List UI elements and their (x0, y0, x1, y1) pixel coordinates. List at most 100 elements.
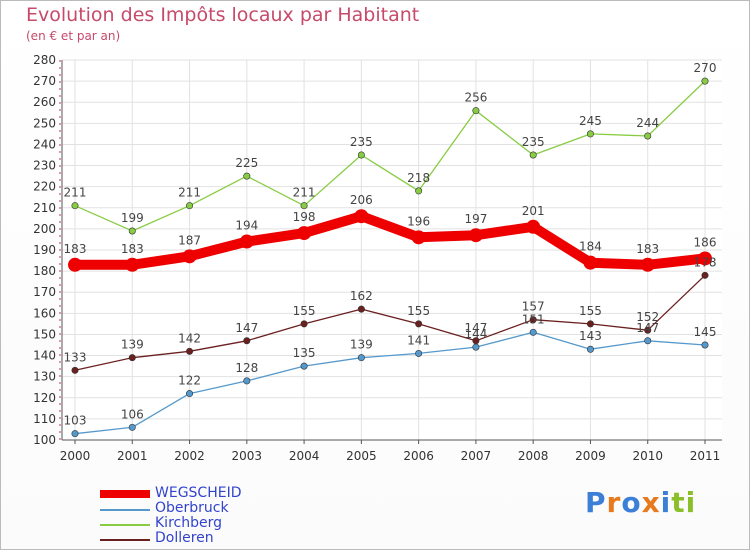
logo-letter: i (660, 486, 672, 519)
series-line-kirchberg (74, 80, 706, 232)
data-label-dolleren: 152 (636, 310, 659, 324)
x-tick-label: 2007 (461, 449, 492, 463)
legend-swatch (100, 524, 150, 526)
data-label-wegscheid: 183 (64, 242, 87, 256)
series-kirchberg (71, 77, 709, 235)
y-tick-label: 170 (33, 285, 56, 299)
y-tick-label: 190 (33, 243, 56, 257)
data-label-oberbruck: 139 (350, 338, 373, 352)
y-tick-label: 200 (33, 222, 56, 236)
data-label-oberbruck: 135 (293, 346, 316, 360)
x-tick-label: 2003 (232, 449, 263, 463)
data-point-wegscheid (526, 219, 541, 234)
x-tick-label: 2002 (174, 449, 205, 463)
data-label-dolleren: 147 (235, 321, 258, 335)
y-tick-label: 240 (33, 137, 56, 151)
logo-letter: t (671, 486, 686, 519)
y-tick-label: 130 (33, 370, 56, 384)
data-point-kirchberg (71, 202, 79, 210)
data-point-oberbruck (472, 343, 480, 351)
data-point-oberbruck (71, 430, 79, 438)
data-point-oberbruck (415, 349, 423, 357)
data-point-kirchberg (243, 172, 251, 180)
logo-letter: o (621, 486, 642, 519)
y-tick-label: 150 (33, 327, 56, 341)
data-point-wegscheid (182, 249, 197, 264)
x-tick-label: 2011 (690, 449, 721, 463)
data-point-dolleren (529, 316, 537, 324)
data-label-kirchberg: 211 (293, 186, 316, 200)
data-label-dolleren: 142 (178, 331, 201, 345)
data-point-wegscheid (297, 226, 312, 241)
data-label-wegscheid: 196 (407, 214, 430, 228)
legend-label: WEGSCHEID (155, 485, 242, 501)
data-point-dolleren (300, 320, 308, 328)
data-label-wegscheid: 183 (121, 242, 144, 256)
y-tick-label: 220 (33, 180, 56, 194)
data-point-kirchberg (586, 130, 594, 138)
data-label-kirchberg: 270 (694, 61, 717, 75)
logo-letter: r (606, 486, 622, 519)
data-point-dolleren (186, 347, 194, 355)
data-label-wegscheid: 194 (235, 219, 258, 233)
legend-label: Kirchberg (155, 515, 222, 531)
data-point-oberbruck (186, 390, 194, 398)
x-tick-label: 2005 (346, 449, 377, 463)
data-label-oberbruck: 103 (64, 414, 87, 428)
data-point-dolleren (415, 320, 423, 328)
data-point-oberbruck (529, 328, 537, 336)
data-label-oberbruck: 145 (694, 325, 717, 339)
y-tick-label: 110 (33, 412, 56, 426)
x-tick-label: 2004 (289, 449, 320, 463)
data-point-dolleren (243, 337, 251, 345)
data-label-wegscheid: 184 (579, 240, 602, 254)
data-label-dolleren: 133 (64, 350, 87, 364)
data-point-wegscheid (468, 228, 483, 243)
data-point-wegscheid (640, 257, 655, 272)
data-point-oberbruck (701, 341, 709, 349)
data-label-wegscheid: 187 (178, 233, 201, 247)
data-label-oberbruck: 151 (522, 312, 545, 326)
chart-title: Evolution des Impôts locaux par Habitant (26, 4, 420, 26)
data-point-dolleren (644, 326, 652, 334)
data-point-oberbruck (300, 362, 308, 370)
series-layer (68, 77, 712, 438)
data-point-kirchberg (529, 151, 537, 159)
logo-letter: x (641, 486, 661, 519)
data-label-kirchberg: 211 (64, 186, 87, 200)
data-label-dolleren: 147 (464, 321, 487, 335)
logo-letter: i (685, 486, 697, 519)
data-point-kirchberg (701, 77, 709, 85)
data-point-oberbruck (586, 345, 594, 353)
data-label-kirchberg: 218 (407, 171, 430, 185)
data-label-kirchberg: 235 (522, 135, 545, 149)
series-oberbruck (71, 328, 709, 438)
y-tick-label: 270 (33, 74, 56, 88)
series-wegscheid (68, 209, 712, 272)
data-point-wegscheid (354, 209, 369, 224)
data-point-wegscheid (239, 234, 254, 249)
grid (62, 59, 722, 441)
data-point-kirchberg (186, 202, 194, 210)
data-label-dolleren: 155 (407, 304, 430, 318)
data-label-wegscheid: 197 (464, 212, 487, 226)
data-point-oberbruck (243, 377, 251, 385)
x-tick-label: 2001 (117, 449, 148, 463)
data-point-kirchberg (128, 227, 136, 235)
data-label-oberbruck: 122 (178, 374, 201, 388)
data-label-wegscheid: 198 (293, 210, 316, 224)
series-line-dolleren (74, 274, 706, 371)
y-tick-label: 120 (33, 391, 56, 405)
data-label-dolleren: 155 (579, 304, 602, 318)
data-label-kirchberg: 256 (464, 91, 487, 105)
data-point-wegscheid (125, 257, 140, 272)
x-tick-label: 2009 (575, 449, 606, 463)
data-point-dolleren (701, 271, 709, 279)
data-point-wegscheid (411, 230, 426, 245)
series-line-wegscheid (70, 211, 710, 270)
y-tick-label: 280 (33, 53, 56, 67)
x-tick-label: 2000 (60, 449, 91, 463)
data-point-wegscheid (698, 251, 712, 266)
data-label-dolleren: 139 (121, 338, 144, 352)
